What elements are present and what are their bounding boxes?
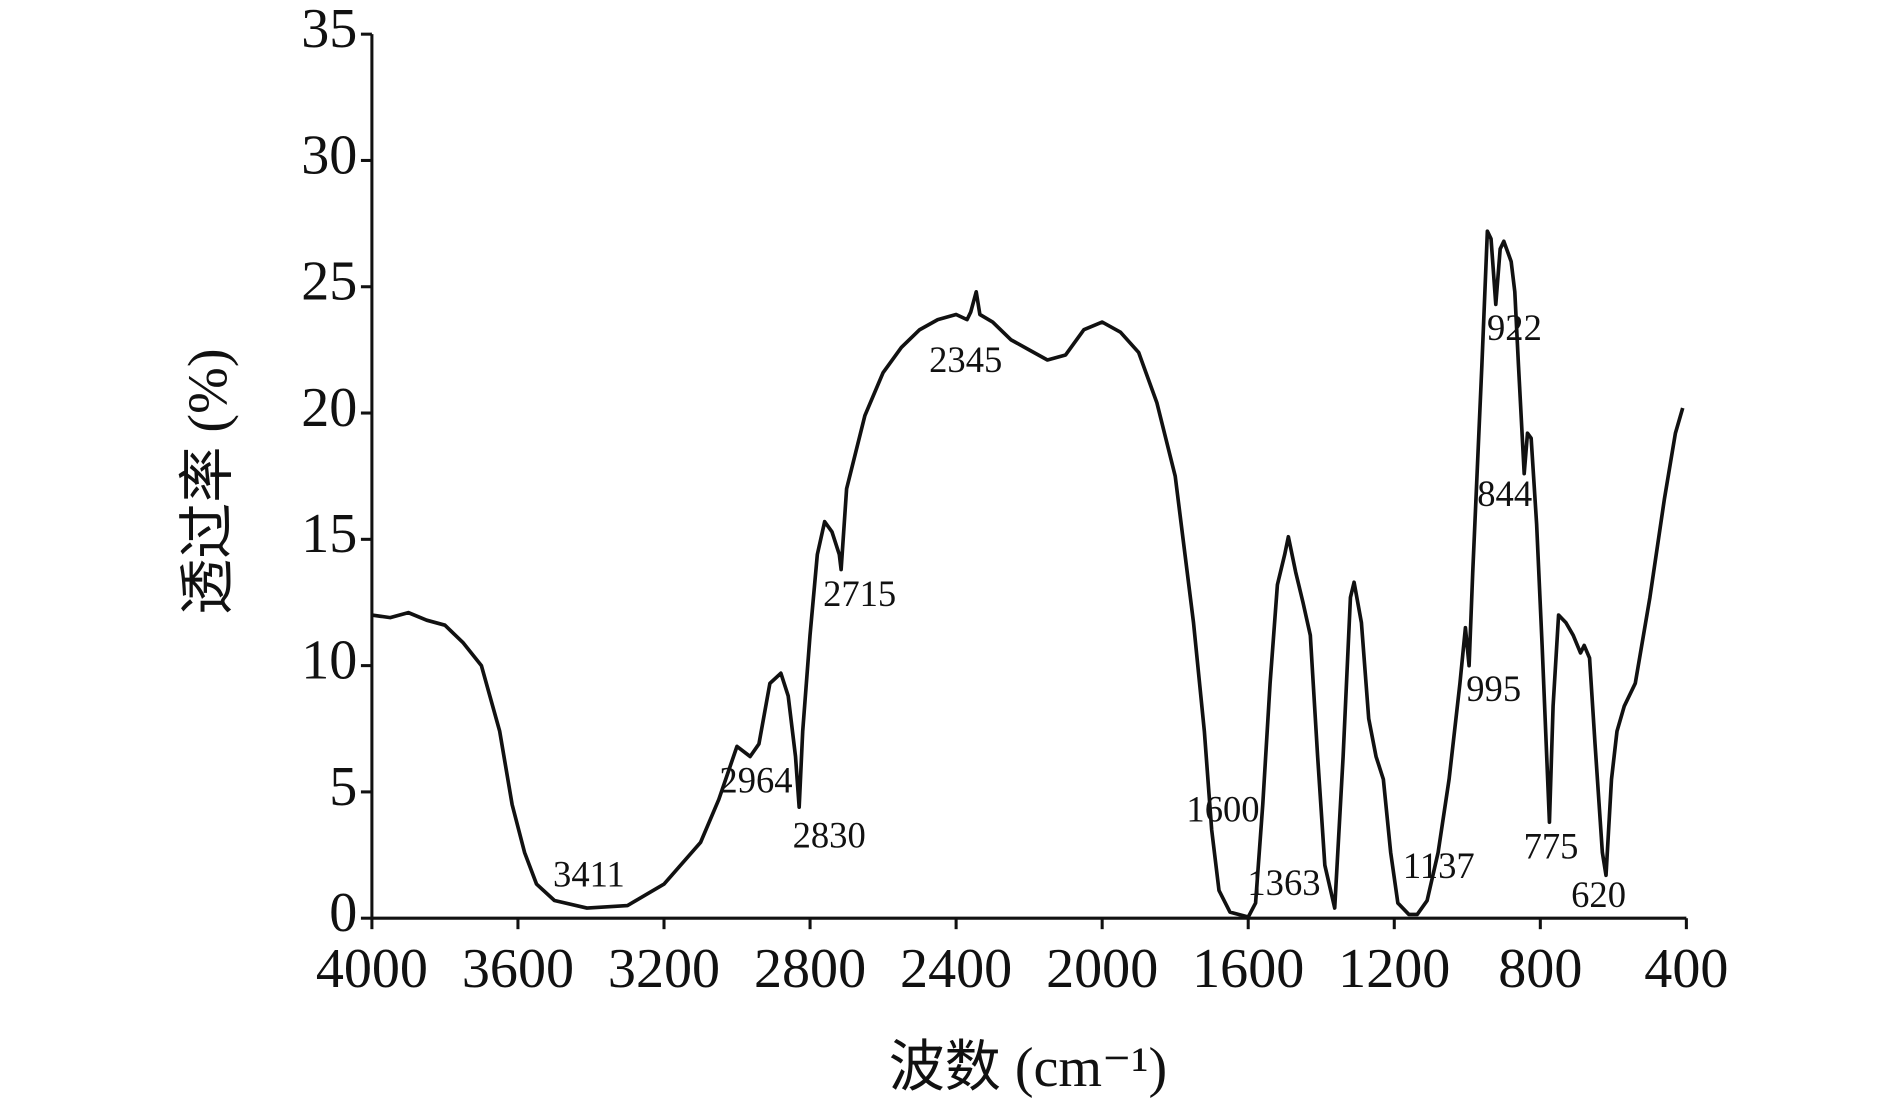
peak-label: 2715: [823, 573, 896, 614]
x-tick-label: 800: [1498, 938, 1582, 1000]
y-tick-label: 35: [301, 0, 357, 60]
y-tick-label: 0: [329, 882, 357, 944]
x-tick-label: 400: [1644, 938, 1728, 1000]
peak-label: 620: [1571, 874, 1626, 915]
peak-label: 3411: [553, 853, 625, 894]
x-tick-label: 2000: [1046, 938, 1158, 1000]
x-tick-label: 3200: [608, 938, 720, 1000]
peak-label: 2830: [793, 814, 866, 855]
x-tick-label: 4000: [316, 938, 428, 1000]
y-tick-label: 30: [301, 124, 357, 186]
peak-label: 922: [1487, 307, 1542, 348]
peak-label: 775: [1524, 825, 1579, 866]
y-tick-label: 10: [301, 629, 357, 691]
x-axis-label: 波数 (cm⁻¹): [889, 1037, 1167, 1099]
y-axis-label: 透过率 (%): [177, 349, 239, 615]
peak-label: 2964: [719, 759, 792, 800]
peak-label: 1363: [1247, 862, 1320, 903]
y-tick-label: 25: [301, 251, 357, 313]
x-tick-label: 2400: [900, 938, 1012, 1000]
x-tick-label: 2800: [754, 938, 866, 1000]
spectrum-line: [371, 229, 1685, 919]
peak-label: 2345: [929, 339, 1002, 380]
y-tick-label: 20: [301, 377, 357, 439]
peak-label: 995: [1466, 668, 1521, 709]
peak-label: 1600: [1186, 789, 1259, 830]
y-tick-label: 5: [329, 756, 357, 818]
x-tick-label: 3600: [462, 938, 574, 1000]
y-tick-label: 15: [301, 503, 357, 565]
peak-label: 1137: [1403, 845, 1475, 886]
peak-label: 844: [1477, 473, 1532, 514]
x-tick-label: 1600: [1192, 938, 1304, 1000]
x-tick-label: 1200: [1338, 938, 1450, 1000]
